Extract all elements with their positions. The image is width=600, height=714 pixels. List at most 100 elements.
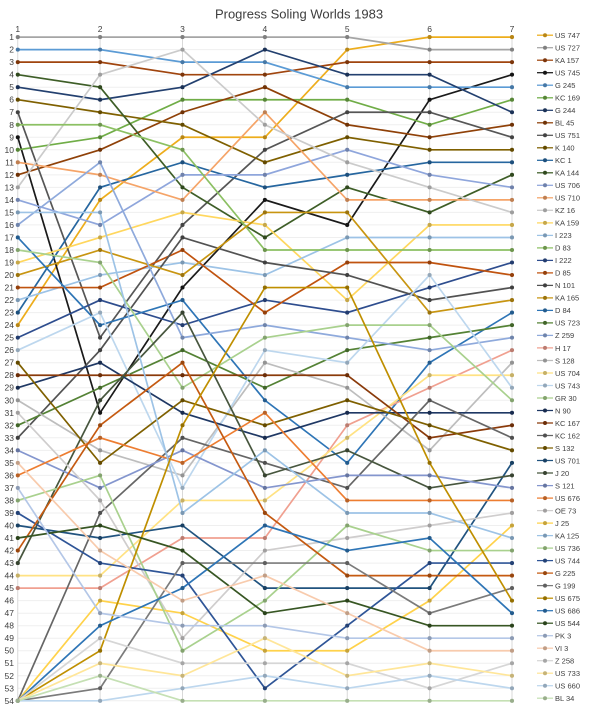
svg-text:15: 15 (5, 207, 15, 217)
svg-text:6: 6 (9, 95, 14, 105)
svg-text:4: 4 (263, 24, 268, 34)
svg-text:US 660: US 660 (555, 682, 580, 691)
svg-text:5: 5 (9, 82, 14, 92)
svg-text:S 121: S 121 (555, 481, 575, 490)
svg-text:44: 44 (5, 571, 15, 581)
svg-text:4: 4 (9, 70, 14, 80)
svg-text:40: 40 (5, 521, 15, 531)
svg-text:46: 46 (5, 596, 15, 606)
svg-text:BL 45: BL 45 (555, 119, 574, 128)
svg-text:US 706: US 706 (555, 181, 580, 190)
svg-text:PK 3: PK 3 (555, 632, 571, 641)
svg-text:31: 31 (5, 408, 15, 418)
svg-text:KC 1: KC 1 (555, 156, 572, 165)
svg-text:38: 38 (5, 496, 15, 506)
svg-text:36: 36 (5, 470, 15, 480)
svg-text:KA 157: KA 157 (555, 56, 579, 65)
svg-text:47: 47 (5, 608, 15, 618)
svg-text:21: 21 (5, 283, 15, 293)
svg-text:VI 3: VI 3 (555, 644, 568, 653)
svg-text:13: 13 (5, 182, 15, 192)
svg-text:US 727: US 727 (555, 44, 580, 53)
svg-text:8: 8 (9, 120, 14, 130)
svg-text:23: 23 (5, 308, 15, 318)
svg-text:20: 20 (5, 270, 15, 280)
svg-text:J 20: J 20 (555, 469, 569, 478)
svg-text:26: 26 (5, 345, 15, 355)
svg-text:KA 159: KA 159 (555, 219, 579, 228)
svg-text:D 85: D 85 (555, 269, 571, 278)
svg-text:US 743: US 743 (555, 381, 580, 390)
svg-text:Z 259: Z 259 (555, 331, 574, 340)
svg-text:US 701: US 701 (555, 456, 580, 465)
svg-text:34: 34 (5, 445, 15, 455)
svg-text:27: 27 (5, 358, 15, 368)
svg-text:37: 37 (5, 483, 15, 493)
svg-text:6: 6 (427, 24, 432, 34)
svg-text:KC 167: KC 167 (555, 419, 580, 428)
svg-text:US 686: US 686 (555, 607, 580, 616)
svg-text:51: 51 (5, 658, 15, 668)
svg-text:GR 30: GR 30 (555, 394, 577, 403)
svg-text:3: 3 (180, 24, 185, 34)
svg-text:US 733: US 733 (555, 669, 580, 678)
svg-text:G 199: G 199 (555, 581, 575, 590)
svg-text:US 736: US 736 (555, 544, 580, 553)
svg-text:US 544: US 544 (555, 619, 580, 628)
svg-text:48: 48 (5, 621, 15, 631)
svg-text:N 101: N 101 (555, 281, 575, 290)
svg-text:G 225: G 225 (555, 569, 575, 578)
svg-text:30: 30 (5, 395, 15, 405)
svg-text:US 710: US 710 (555, 194, 580, 203)
svg-text:KZ 16: KZ 16 (555, 206, 575, 215)
svg-text:KA 165: KA 165 (555, 294, 579, 303)
svg-text:D 83: D 83 (555, 244, 571, 253)
svg-text:US 675: US 675 (555, 594, 580, 603)
svg-text:US 723: US 723 (555, 319, 580, 328)
svg-text:35: 35 (5, 458, 15, 468)
svg-text:52: 52 (5, 671, 15, 681)
svg-text:42: 42 (5, 546, 15, 556)
svg-text:3: 3 (9, 57, 14, 67)
svg-text:5: 5 (345, 24, 350, 34)
svg-text:D 84: D 84 (555, 306, 571, 315)
svg-text:J 25: J 25 (555, 519, 569, 528)
svg-text:US 744: US 744 (555, 556, 580, 565)
svg-text:25: 25 (5, 333, 15, 343)
svg-text:10: 10 (5, 145, 15, 155)
svg-text:22: 22 (5, 295, 15, 305)
svg-text:US 676: US 676 (555, 494, 580, 503)
svg-text:G 244: G 244 (555, 106, 575, 115)
svg-text:K 140: K 140 (555, 144, 575, 153)
svg-text:US 745: US 745 (555, 69, 580, 78)
svg-text:43: 43 (5, 558, 15, 568)
svg-text:Z 258: Z 258 (555, 657, 574, 666)
svg-text:2: 2 (9, 45, 14, 55)
svg-text:N 90: N 90 (555, 406, 571, 415)
svg-text:14: 14 (5, 195, 15, 205)
svg-text:49: 49 (5, 633, 15, 643)
svg-text:29: 29 (5, 383, 15, 393)
svg-text:32: 32 (5, 420, 15, 430)
svg-text:I 222: I 222 (555, 256, 572, 265)
svg-text:2: 2 (98, 24, 103, 34)
svg-text:I 223: I 223 (555, 231, 572, 240)
svg-text:KA 125: KA 125 (555, 531, 579, 540)
svg-text:18: 18 (5, 245, 15, 255)
svg-text:KC 169: KC 169 (555, 94, 580, 103)
svg-text:39: 39 (5, 508, 15, 518)
svg-text:17: 17 (5, 233, 15, 243)
svg-text:41: 41 (5, 533, 15, 543)
svg-text:50: 50 (5, 646, 15, 656)
svg-text:US 747: US 747 (555, 31, 580, 40)
svg-text:7: 7 (510, 24, 515, 34)
svg-text:12: 12 (5, 170, 15, 180)
svg-text:1: 1 (9, 32, 14, 42)
svg-text:KA 144: KA 144 (555, 169, 579, 178)
svg-text:7: 7 (9, 107, 14, 117)
svg-text:G 245: G 245 (555, 81, 575, 90)
svg-text:OE 73: OE 73 (555, 506, 576, 515)
svg-text:Progress Soling Worlds 1983: Progress Soling Worlds 1983 (215, 7, 383, 22)
svg-text:S 128: S 128 (555, 356, 575, 365)
svg-text:45: 45 (5, 583, 15, 593)
